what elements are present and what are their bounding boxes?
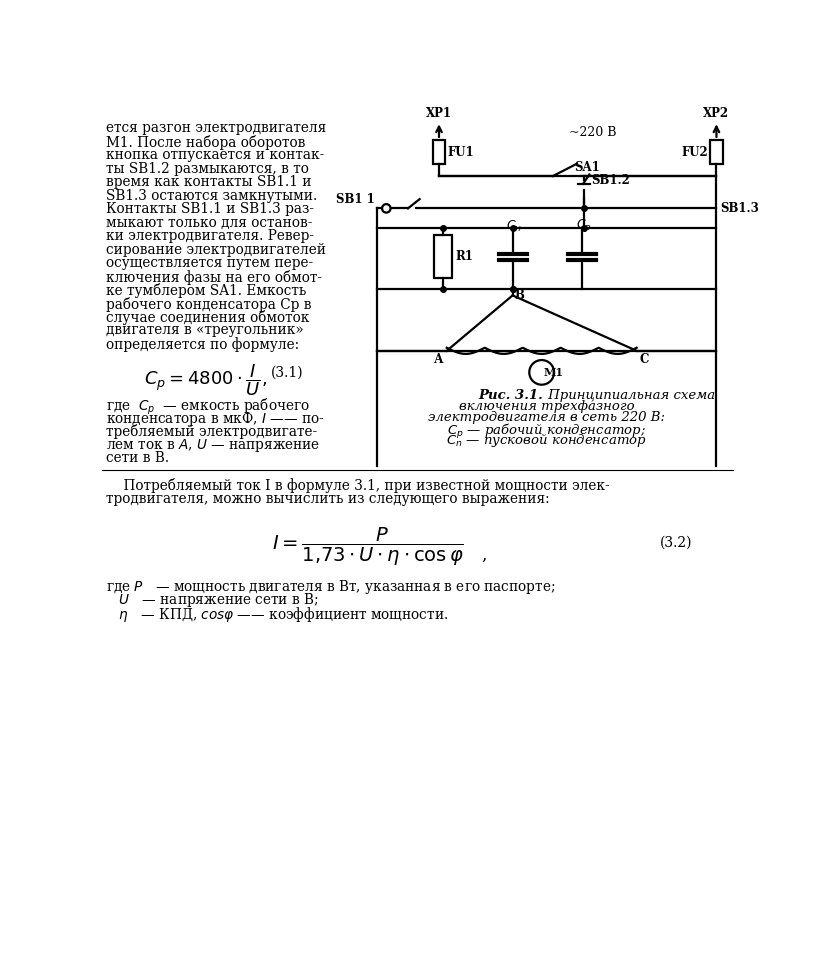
Text: Контакты SB1.1 и SB1.3 раз-: Контакты SB1.1 и SB1.3 раз- <box>106 203 314 216</box>
Text: ~220 В: ~220 В <box>570 126 617 138</box>
Text: время как контакты SB1.1 и: время как контакты SB1.1 и <box>106 176 311 189</box>
Text: М1. После набора оборотов: М1. После набора оборотов <box>106 134 305 150</box>
Text: рабочего конденсатора Cр в: рабочего конденсатора Cр в <box>106 297 311 312</box>
Text: XP2: XP2 <box>703 107 729 120</box>
Text: SB1.3 остаются замкнутыми.: SB1.3 остаются замкнутыми. <box>106 189 317 203</box>
Text: ты SB1.2 размыкаются, в то: ты SB1.2 размыкаются, в то <box>106 162 309 176</box>
Text: $U$   — напряжение сети в В;: $U$ — напряжение сети в В; <box>106 591 319 610</box>
Text: SB1.2: SB1.2 <box>592 174 631 187</box>
Text: FU1: FU1 <box>447 146 474 158</box>
Text: ется разгон электродвигателя: ется разгон электродвигателя <box>106 121 326 135</box>
Text: С: С <box>640 353 649 366</box>
Text: сети в В.: сети в В. <box>106 450 169 465</box>
Text: случае соединения обмоток: случае соединения обмоток <box>106 310 309 325</box>
Text: тродвигателя, можно вычислить из следующего выражения:: тродвигателя, можно вычислить из следующ… <box>106 492 549 506</box>
Text: осуществляется путем пере-: осуществляется путем пере- <box>106 256 313 270</box>
Text: В: В <box>515 289 525 301</box>
Text: Рис. 3.1.: Рис. 3.1. <box>478 390 543 402</box>
Text: $C_p$ — рабочий конденсатор;: $C_p$ — рабочий конденсатор; <box>447 421 646 441</box>
Text: $C_р$: $C_р$ <box>576 217 592 234</box>
Text: $I = \dfrac{P}{1{,}73 \cdot U \cdot \eta \cdot \cos\varphi}$: $I = \dfrac{P}{1{,}73 \cdot U \cdot \eta… <box>272 526 465 568</box>
Text: электродвигателя в сеть 220 В:: электродвигателя в сеть 220 В: <box>428 411 665 424</box>
Text: SB1.3: SB1.3 <box>720 202 760 215</box>
Text: SA1: SA1 <box>575 160 601 174</box>
Text: кнопка отпускается и контак-: кнопка отпускается и контак- <box>106 148 324 162</box>
Text: ке тумблером SA1. Емкость: ке тумблером SA1. Емкость <box>106 283 306 298</box>
Text: ки электродвигателя. Ревер-: ки электродвигателя. Ревер- <box>106 229 314 243</box>
Text: ,: , <box>482 547 487 564</box>
Text: FU2: FU2 <box>681 146 708 158</box>
Bar <box>710 140 723 164</box>
Text: $C_p = 4800 \cdot \dfrac{I}{U},$: $C_p = 4800 \cdot \dfrac{I}{U},$ <box>144 362 267 397</box>
Text: А: А <box>434 353 444 366</box>
Text: двигателя в «треугольник»: двигателя в «треугольник» <box>106 324 303 338</box>
Text: Потребляемый ток I в формуле 3.1, при известной мощности элек-: Потребляемый ток I в формуле 3.1, при из… <box>106 478 610 492</box>
Text: где $P$   — мощность двигателя в Вт, указанная в его паспорте;: где $P$ — мощность двигателя в Вт, указа… <box>106 578 555 596</box>
Text: Принципиальная схема: Принципиальная схема <box>544 390 716 402</box>
Text: $C_n$ — пусковой конденсатор: $C_n$ — пусковой конденсатор <box>447 432 647 449</box>
Bar <box>433 140 445 164</box>
Text: R1: R1 <box>456 250 474 263</box>
Text: (3.1): (3.1) <box>271 366 303 380</box>
Text: XP1: XP1 <box>426 107 452 120</box>
Text: конденсатора в мкФ, $I$ —— по-: конденсатора в мкФ, $I$ —— по- <box>106 410 324 428</box>
Text: ключения фазы на его обмот-: ключения фазы на его обмот- <box>106 270 322 284</box>
Text: мыкают только для останов-: мыкают только для останов- <box>106 216 312 229</box>
Text: $\eta$   — КПД, $cos\varphi$ —— коэффициент мощности.: $\eta$ — КПД, $cos\varphi$ —— коэффициен… <box>106 605 448 624</box>
Text: M1: M1 <box>544 367 564 378</box>
Text: (3.2): (3.2) <box>660 536 693 550</box>
Text: сирование электродвигателей: сирование электродвигателей <box>106 243 326 256</box>
Text: определяется по формуле:: определяется по формуле: <box>106 337 299 351</box>
Text: $C_н$: $C_н$ <box>506 219 522 234</box>
Text: включения трехфазного: включения трехфазного <box>459 400 635 413</box>
Text: лем ток в $A$, $U$ — напряжение: лем ток в $A$, $U$ — напряжение <box>106 437 320 454</box>
Bar <box>434 235 452 277</box>
Text: SB1 1: SB1 1 <box>336 193 375 206</box>
Text: требляемый электродвигате-: требляемый электродвигате- <box>106 423 317 439</box>
Text: где  $C_p$  — емкость рабочего: где $C_p$ — емкость рабочего <box>106 396 310 417</box>
